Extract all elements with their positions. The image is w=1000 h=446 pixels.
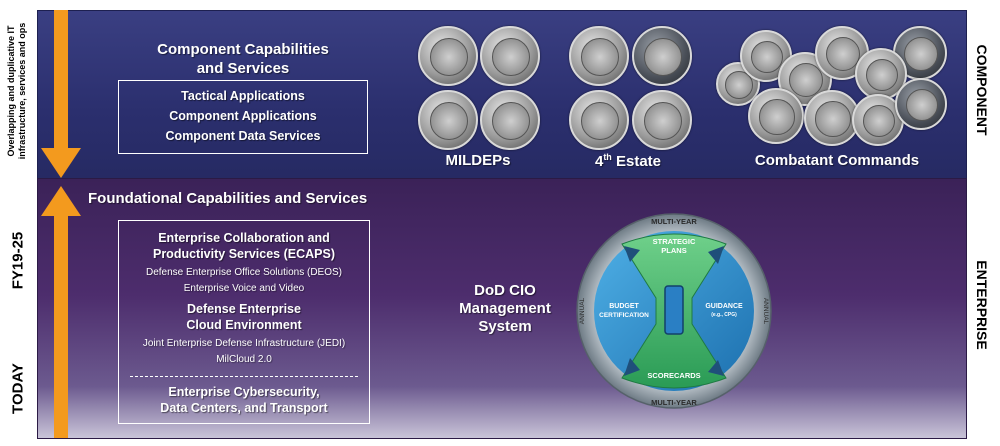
combatant-command-seal-icon bbox=[895, 78, 947, 130]
up-arrow-shaft bbox=[54, 216, 68, 438]
component-side-label: COMPONENT bbox=[974, 44, 990, 136]
ring-left-label: ANNUAL bbox=[579, 297, 586, 324]
enterprise-side-label: ENTERPRISE bbox=[974, 260, 990, 350]
ecaps-item: Enterprise Voice and Video bbox=[183, 283, 305, 294]
wheel-right-label: GUIDANCE bbox=[705, 303, 743, 310]
cloud-item: MilCloud 2.0 bbox=[216, 354, 272, 365]
arrow-icon bbox=[708, 246, 724, 264]
cloud-items: Joint Enterprise Defense Infrastructure … bbox=[119, 336, 369, 368]
ecaps-item: Defense Enterprise Office Solutions (DEO… bbox=[145, 267, 342, 278]
component-title-line1: Component Capabilities bbox=[157, 41, 329, 58]
ecaps-items: Defense Enterprise Office Solutions (DEO… bbox=[119, 265, 369, 297]
mildeps-label: MILDEPs bbox=[445, 152, 511, 169]
nsa-seal-icon bbox=[569, 90, 629, 150]
wheel-center-slot bbox=[664, 285, 684, 335]
wheel-left-label-2: CERTIFICATION bbox=[599, 312, 649, 319]
overlap-label-line2: infrastructure, services and ops bbox=[17, 22, 27, 160]
wheel-top-label: STRATEGIC bbox=[653, 237, 696, 246]
component-title: Component Capabilities and Services bbox=[118, 40, 368, 78]
component-item: Tactical Applications bbox=[181, 89, 305, 103]
arrow-icon bbox=[624, 246, 640, 262]
foundational-box: Enterprise Collaboration and Productivit… bbox=[118, 220, 370, 424]
ring-right-label: ANNUAL bbox=[762, 298, 769, 325]
arrow-icon bbox=[624, 358, 640, 376]
up-arrow-head bbox=[41, 186, 81, 216]
cio-title: DoD CIO Management System bbox=[459, 282, 551, 335]
defense-agency-seal-icon bbox=[632, 90, 692, 150]
marine-corps-seal-icon bbox=[480, 90, 540, 150]
component-item: Component Applications bbox=[169, 109, 317, 123]
ring-bottom-label: MULTI-YEAR bbox=[651, 398, 697, 407]
air-force-seal-icon bbox=[480, 26, 540, 86]
cloud-title: Defense Enterprise Cloud Environment bbox=[186, 302, 302, 332]
wheel-bottom-label: SCORECARDS bbox=[647, 371, 700, 380]
fy-label-wrap: FY19-25 bbox=[0, 232, 53, 290]
overlap-label-wrap: Overlapping and duplicative IT infrastru… bbox=[0, 23, 92, 160]
today-label: TODAY bbox=[9, 363, 27, 414]
navy-seal-icon bbox=[418, 90, 478, 150]
down-arrow-head bbox=[41, 148, 81, 178]
wheel-left-label: BUDGET bbox=[609, 303, 639, 310]
today-label-wrap: TODAY bbox=[0, 363, 48, 414]
cloud-item: Joint Enterprise Defense Infrastructure … bbox=[142, 338, 346, 349]
wheel-right-label-2: (e.g., CPG) bbox=[711, 312, 737, 318]
wheel-top-label-2: PLANS bbox=[661, 246, 686, 255]
component-title-line2: and Services bbox=[196, 60, 290, 77]
agency-seal-icon bbox=[632, 26, 692, 86]
arrow-icon bbox=[708, 360, 724, 376]
combatant-command-seal-icon bbox=[748, 88, 804, 144]
divider bbox=[130, 376, 358, 377]
enterprise-side-label-wrap: ENTERPRISE bbox=[932, 260, 1000, 349]
foundational-title: Foundational Capabilities and Services bbox=[88, 190, 368, 207]
down-arrow-shaft bbox=[54, 10, 68, 148]
cyber-title: Enterprise Cybersecurity, Data Centers, … bbox=[160, 385, 328, 415]
component-items-box: Tactical Applications Component Applicat… bbox=[118, 80, 368, 154]
timeline-arrows bbox=[41, 10, 81, 438]
fourth-estate-label: 4th Estate bbox=[594, 152, 662, 170]
combatant-commands-label: Combatant Commands bbox=[754, 152, 920, 169]
combatant-command-seal-icon bbox=[716, 62, 760, 106]
ring-top-label: MULTI-YEAR bbox=[651, 217, 697, 226]
overlap-label-line1: Overlapping and duplicative IT bbox=[6, 25, 16, 157]
ecaps-title: Enterprise Collaboration and Productivit… bbox=[152, 231, 335, 261]
component-item: Component Data Services bbox=[165, 129, 321, 143]
cio-wheel: MULTI-YEAR MULTI-YEAR ANNUAL ANNUAL STRA… bbox=[576, 213, 772, 409]
army-seal-icon bbox=[418, 26, 478, 86]
enterprise-panel bbox=[37, 178, 967, 439]
osd-seal-icon bbox=[569, 26, 629, 86]
fy-label: FY19-25 bbox=[9, 231, 27, 290]
